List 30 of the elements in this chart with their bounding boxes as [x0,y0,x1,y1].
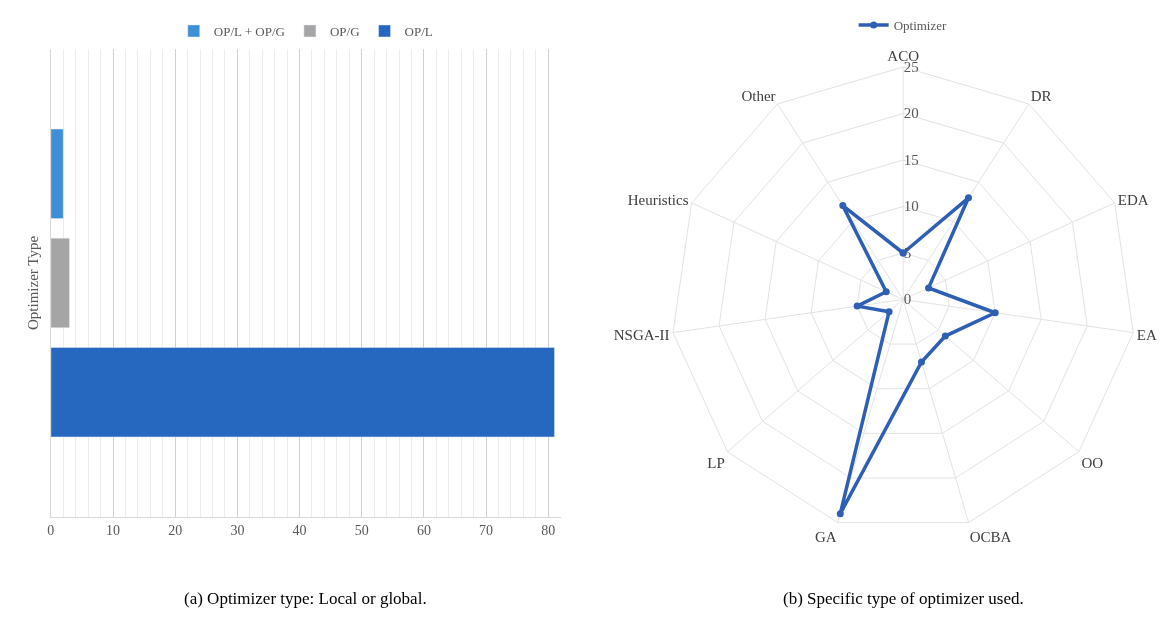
text: (a) Optimizer type: Local or global. [184,589,427,608]
x-tick-label: 80 [541,522,556,538]
y-axis-title: Optimizer Type [25,235,42,331]
spoke-label: OCBA [969,528,1012,545]
x-tick-label: 30 [230,522,245,538]
legend-label: OP/L [404,24,433,40]
spoke-label: GA [814,528,837,545]
spoke-label: Other [741,88,776,105]
x-tick-label: 0 [47,522,55,538]
y-tick-label: 10 [903,198,919,215]
x-tick-label: 40 [292,522,307,538]
spoke-label: Heuristics [627,191,689,208]
spoke-label: OO [1081,454,1104,471]
x-tick-label: 20 [168,522,183,538]
x-tick-label: 50 [354,522,369,538]
text: (b) Specific type of optimizer used. [783,589,1024,608]
spoke-label: LP [707,454,725,471]
spoke-label: DR [1030,88,1052,105]
x-tick-label: 60 [416,522,431,538]
spoke-label: NSGA-II [613,327,670,344]
x-tick-label: 70 [479,522,494,538]
y-tick-label: 20 [903,105,919,122]
y-tick-label: 0 [903,291,912,308]
legend-label: OP/L + OP/G [213,24,285,40]
spoke-label: EDA [1117,191,1149,208]
spoke-label: EA [1136,327,1157,344]
legend-label: OP/G [329,24,360,40]
legend-label: Optimizer [893,18,948,34]
x-tick-label: 10 [106,522,121,538]
y-tick-label: 15 [903,151,919,168]
